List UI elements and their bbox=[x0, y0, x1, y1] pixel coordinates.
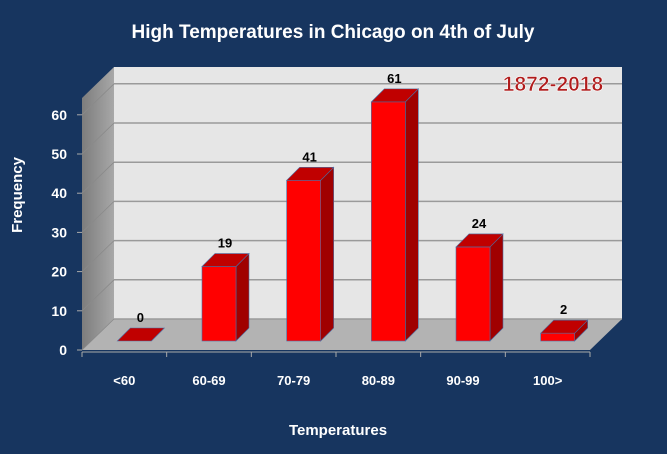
bar-side bbox=[489, 233, 504, 342]
data-label: 19 bbox=[218, 236, 232, 251]
y-tick-label: 60 bbox=[51, 107, 67, 123]
data-label: 0 bbox=[137, 310, 144, 325]
y-tick-label: 40 bbox=[51, 185, 67, 201]
chart-title: High Temperatures in Chicago on 4th of J… bbox=[132, 22, 535, 43]
bar-front bbox=[201, 266, 237, 342]
bar-front bbox=[286, 179, 321, 342]
data-label: 24 bbox=[472, 216, 487, 231]
y-tick-label: 30 bbox=[51, 224, 67, 240]
date-range-annotation: 1872-2018 bbox=[503, 73, 604, 96]
side-gridline bbox=[81, 279, 115, 312]
bar-top bbox=[201, 253, 250, 267]
bar-top bbox=[285, 166, 335, 181]
x-tick-label: 80-89 bbox=[362, 373, 395, 388]
y-tick-label: 10 bbox=[51, 303, 67, 319]
x-tick-label: 60-69 bbox=[192, 373, 225, 388]
bar-<60 bbox=[116, 327, 166, 342]
x-tick-label: 100> bbox=[533, 373, 563, 388]
bar-top bbox=[370, 88, 420, 103]
bar-top bbox=[539, 319, 589, 334]
bar-front bbox=[371, 101, 406, 342]
bar-60-69 bbox=[201, 252, 250, 342]
bar-top bbox=[455, 233, 504, 248]
x-tick-label: 90-99 bbox=[446, 373, 479, 388]
bar-side bbox=[320, 166, 334, 342]
y-tick-label: 50 bbox=[51, 146, 67, 162]
side-gridline bbox=[81, 161, 115, 194]
bar-top bbox=[116, 327, 166, 342]
side-wall bbox=[82, 67, 114, 350]
back-wall bbox=[114, 67, 622, 319]
y-tick-label: 0 bbox=[59, 342, 67, 358]
bar-80-89 bbox=[370, 88, 420, 342]
side-gridline bbox=[81, 318, 115, 351]
y-axis-label: Frequency bbox=[9, 156, 26, 233]
x-axis-label: Temperatures bbox=[289, 422, 387, 439]
side-gridline bbox=[81, 201, 115, 233]
bar-front bbox=[540, 332, 575, 342]
bar-front bbox=[455, 246, 491, 342]
x-tick-label: 70-79 bbox=[277, 373, 310, 388]
bar-90-99 bbox=[455, 233, 504, 342]
side-gridline bbox=[81, 240, 115, 272]
y-tick-label: 20 bbox=[51, 264, 67, 280]
bar-side bbox=[405, 88, 419, 342]
bar-100> bbox=[539, 319, 589, 342]
bar-70-79 bbox=[285, 166, 335, 342]
data-label: 61 bbox=[387, 71, 401, 86]
x-tick-label: <60 bbox=[113, 373, 135, 388]
bar-side bbox=[235, 252, 250, 342]
data-label: 2 bbox=[560, 302, 567, 317]
data-label: 41 bbox=[302, 149, 316, 164]
side-gridline bbox=[81, 122, 115, 155]
side-gridline bbox=[81, 83, 115, 116]
